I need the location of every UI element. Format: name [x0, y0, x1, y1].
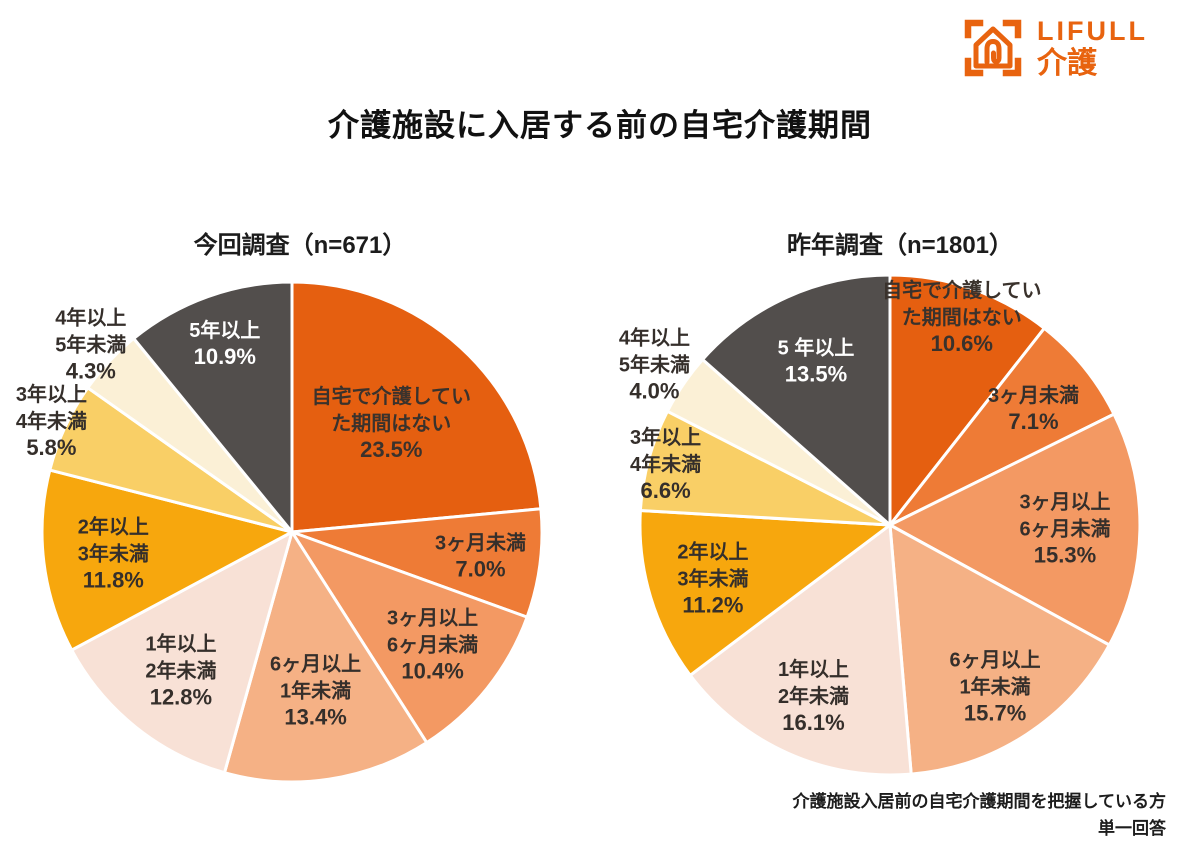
- pie-slice-label: 3ヶ月以上 6ヶ月未満 15.3%: [1019, 491, 1110, 568]
- pie-slice-label: 3ヶ月以上 6ヶ月未満 10.4%: [387, 606, 478, 683]
- pie-slice-label: 3ヶ月未満 7.0%: [435, 532, 526, 582]
- footnote-line1: 介護施設入居前の自宅介護期間を把握している方: [792, 792, 1167, 812]
- chart-lastyear-survey: 昨年調査（n=1801） 自宅で介護していた期間はない 10.6% 3ヶ月未満 7.1…: [600, 215, 1200, 835]
- pie-slice-label: 5年以上 10.9%: [189, 318, 260, 369]
- pie-slice: [290, 530, 529, 745]
- pie-slice-label: 自宅で介護していた期間はない 10.6%: [882, 278, 1041, 356]
- pie-slice: [701, 273, 892, 527]
- chart-current-survey: 今回調査（n=671） 自宅で介護していた期間はない 23.5% 3ヶ月未満 7.0%…: [0, 215, 600, 835]
- pie-slice: [888, 273, 1046, 527]
- footnote: 介護施設入居前の自宅介護期間を把握している方 単一回答: [793, 789, 1167, 842]
- pie-slice-label: 2年以上 3年未満 11.8%: [78, 515, 149, 593]
- pie-slice-label: 1年以上 2年未満 12.8%: [145, 632, 216, 710]
- pie-slice-label: 4年以上 5年未満 4.3%: [55, 306, 126, 384]
- pie-slice: [688, 523, 913, 777]
- pie-slice-label: 2年以上 3年未満 11.2%: [677, 540, 748, 618]
- pie-slice-label: 5 年以上 13.5%: [778, 335, 855, 386]
- pie-slice-label: 3ヶ月未満 7.1%: [988, 384, 1079, 434]
- house-logo-icon: [964, 19, 1022, 77]
- logo-brand-text: LIFULL: [1037, 15, 1148, 46]
- pie-slice: [888, 326, 1116, 527]
- pie-slice-label: 自宅で介護していた期間はない 23.5%: [312, 384, 471, 462]
- pie-slice: [888, 412, 1142, 647]
- chart-title-lastyear: 昨年調査（n=1801）: [786, 232, 1014, 259]
- pie-slice-label: 3年以上 4年未満 5.8%: [16, 382, 87, 460]
- chart-title-current: 今回調査（n=671）: [193, 232, 407, 259]
- pie-slice-label: 4年以上 5年未満 4.0%: [619, 326, 690, 404]
- footnote-line2: 単一回答: [1098, 818, 1166, 838]
- pie-slice: [638, 509, 892, 677]
- page-title: 介護施設に入居する前の自宅介護期間: [328, 108, 872, 143]
- pie-slice: [888, 523, 1111, 776]
- pie-slice-label: 3年以上 4年未満 6.6%: [630, 425, 701, 503]
- lifull-kaigo-logo: LIFULL 介護: [961, 16, 1148, 80]
- pie-slice-label: 6ヶ月以上 1年未満 15.7%: [950, 648, 1041, 725]
- pie-slice-label: 6ヶ月以上 1年未満 13.4%: [270, 652, 361, 729]
- pie-chart-lastyear: 自宅で介護していた期間はない 10.6% 3ヶ月未満 7.1% 3ヶ月以上 6ヶ月未満 15…: [619, 273, 1142, 777]
- pie-slice: [290, 280, 543, 534]
- logo-service-text: 介護: [1037, 46, 1098, 80]
- pie-chart-current: 自宅で介護していた期間はない 23.5% 3ヶ月未満 7.0% 3ヶ月以上 6ヶ月未満 10…: [16, 280, 544, 784]
- pie-slice-label: 1年以上 2年未満 16.1%: [778, 657, 849, 735]
- pie-slice: [290, 507, 544, 619]
- logo-text: LIFULL 介護: [1037, 15, 1148, 80]
- pie-slice: [132, 280, 294, 534]
- pie-slice: [70, 530, 294, 775]
- pie-slice: [40, 468, 294, 652]
